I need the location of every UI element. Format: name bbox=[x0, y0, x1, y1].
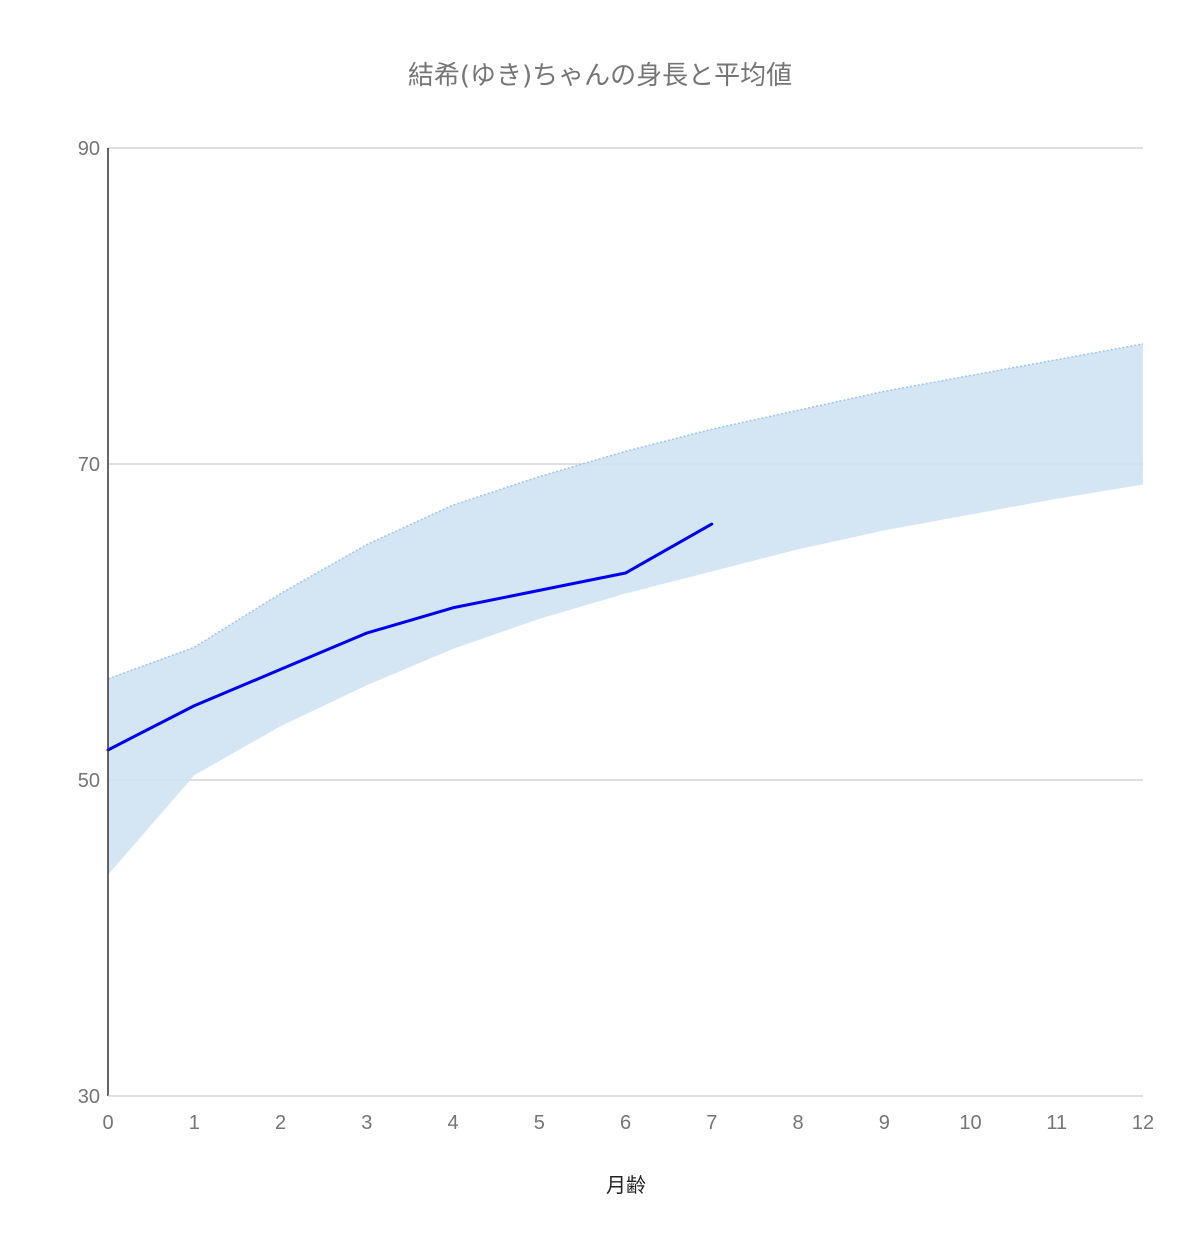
y-tick-labels: 30 50 70 90 bbox=[78, 138, 100, 1108]
x-tick-label-8: 8 bbox=[792, 1112, 803, 1134]
x-tick-label-6: 6 bbox=[620, 1112, 631, 1134]
reference-band bbox=[107, 343, 1144, 875]
x-tick-label-2: 2 bbox=[275, 1112, 286, 1134]
x-tick-label-1: 1 bbox=[189, 1112, 200, 1134]
x-tick-label-0: 0 bbox=[102, 1112, 113, 1134]
x-tick-label-3: 3 bbox=[361, 1112, 372, 1134]
chart-title: 結希(ゆき)ちゃんの身長と平均値 bbox=[408, 61, 792, 91]
x-tick-label-11: 11 bbox=[1046, 1112, 1067, 1134]
reference-band-upper-edge bbox=[107, 343, 1144, 680]
x-tick-label-5: 5 bbox=[534, 1112, 545, 1134]
series-lines bbox=[106, 522, 714, 752]
y-tick-label-70: 70 bbox=[78, 454, 100, 476]
x-tick-labels: 0 1 2 3 4 5 6 7 8 9 10 11 12 bbox=[102, 1112, 1154, 1134]
axes bbox=[107, 148, 1143, 1097]
y-tick-label-50: 50 bbox=[78, 770, 100, 792]
reference-band-area bbox=[108, 343, 1143, 875]
x-tick-label-9: 9 bbox=[879, 1112, 890, 1134]
y-tick-label-30: 30 bbox=[78, 1086, 100, 1108]
x-axis-label: 月齢 bbox=[606, 1173, 646, 1197]
y-tick-label-90: 90 bbox=[78, 138, 100, 160]
x-tick-label-10: 10 bbox=[959, 1112, 981, 1134]
x-tick-label-4: 4 bbox=[447, 1112, 458, 1134]
x-tick-label-7: 7 bbox=[706, 1112, 717, 1134]
x-tick-label-12: 12 bbox=[1132, 1112, 1154, 1134]
series-line-0 bbox=[106, 522, 714, 752]
